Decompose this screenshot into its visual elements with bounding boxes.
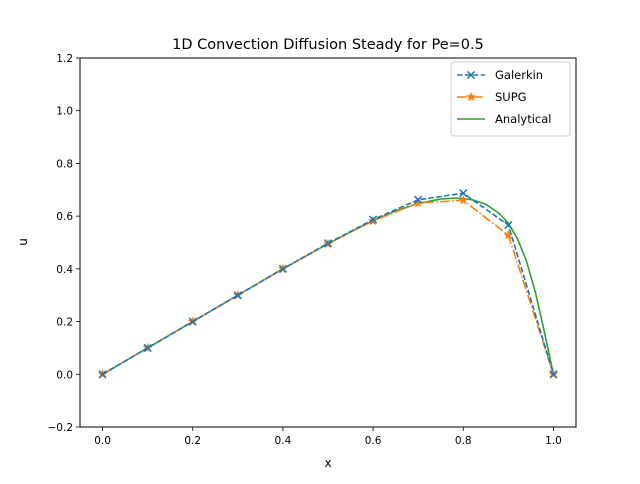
data-point-galerkin <box>414 195 423 204</box>
legend-marker-galerkin <box>466 70 476 80</box>
y-tick-label: −0.2 <box>48 422 74 434</box>
y-tick-label: 0.0 <box>56 369 73 381</box>
data-point-galerkin <box>323 239 333 248</box>
data-point-galerkin <box>278 264 288 273</box>
y-tick-label: 0.4 <box>56 264 73 276</box>
data-point-galerkin <box>549 370 558 379</box>
series-galerkin <box>98 189 558 379</box>
legend: Galerkin SUPG Analytical <box>450 61 571 137</box>
x-tick-label: 0.2 <box>184 435 201 447</box>
data-point-galerkin <box>98 370 107 379</box>
x-axis-label: x <box>324 456 331 470</box>
y-tick-label: 0.2 <box>56 317 73 329</box>
y-axis-label: u <box>16 238 30 246</box>
chart-title: 1D Convection Diffusion Steady for Pe=0.… <box>172 37 484 53</box>
y-tick-label: 0.6 <box>56 211 73 223</box>
data-point-galerkin <box>143 343 152 353</box>
legend-label-analytical: Analytical <box>495 112 551 126</box>
data-point-galerkin <box>188 317 197 326</box>
y-tick-label: 0.8 <box>56 158 73 170</box>
x-tick-label: 0.8 <box>455 435 472 447</box>
x-tick-label: 0.4 <box>275 435 292 447</box>
data-point-galerkin <box>368 215 378 224</box>
plot-frame <box>79 57 577 428</box>
legend-label-galerkin: Galerkin <box>495 68 543 82</box>
data-point-galerkin <box>459 189 468 198</box>
x-tick-label: 1.0 <box>545 435 562 447</box>
data-point-supg <box>458 195 469 205</box>
legend-marker-supg <box>466 91 476 102</box>
y-tick-label: 1.0 <box>56 106 73 118</box>
series-layer <box>97 189 559 379</box>
data-point-galerkin <box>504 220 513 230</box>
x-axis: 0.0 0.2 0.4 0.6 0.8 1.0 <box>94 427 562 447</box>
x-tick-label: 0.0 <box>94 435 111 447</box>
data-point-galerkin <box>233 291 242 300</box>
y-tick-label: 1.2 <box>56 53 73 65</box>
y-axis: −0.2 0.0 0.2 0.4 0.6 0.8 1.0 1.2 <box>48 53 80 434</box>
x-tick-label: 0.6 <box>365 435 382 447</box>
legend-box <box>450 61 571 137</box>
legend-label-supg: SUPG <box>495 90 527 104</box>
